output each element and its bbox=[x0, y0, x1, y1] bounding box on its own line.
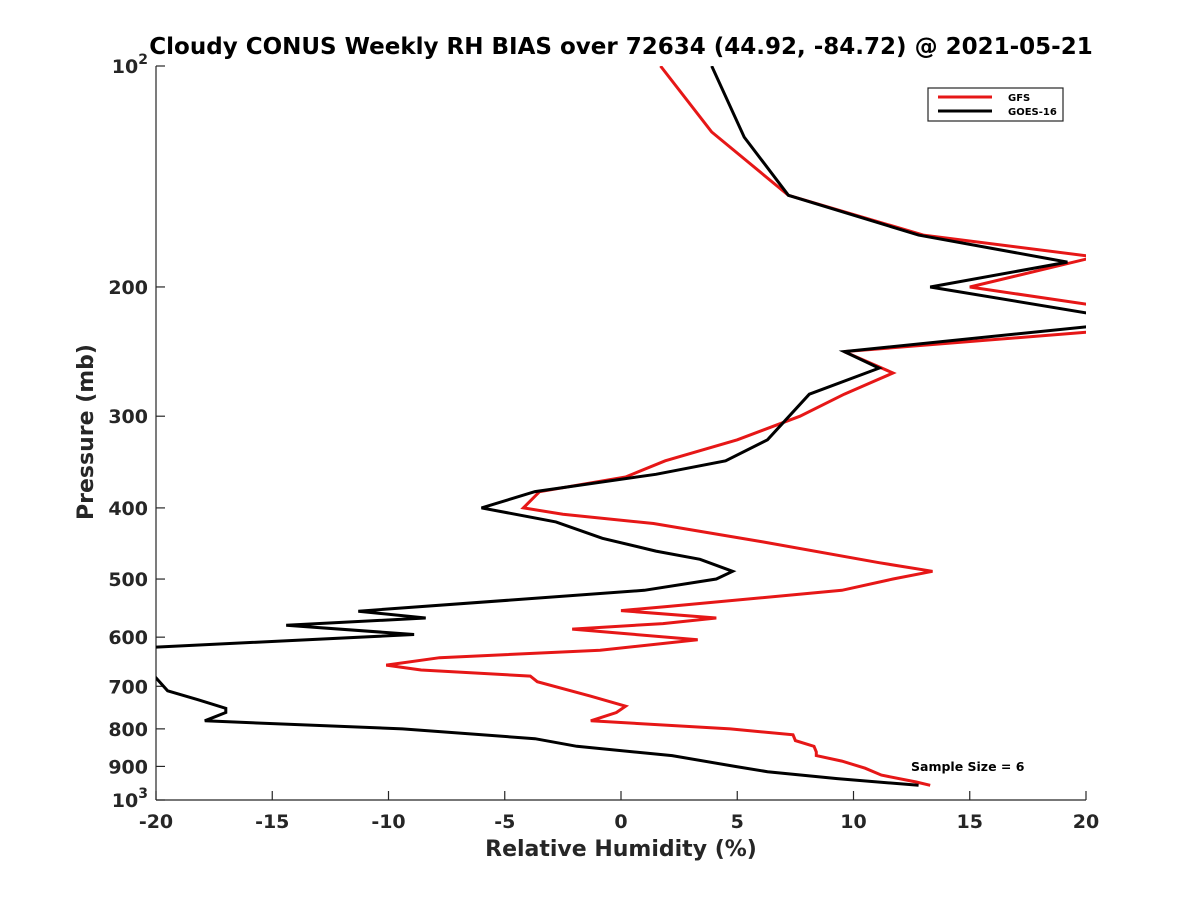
legend-label: GFS bbox=[1008, 93, 1030, 104]
legend: GFS GOES-16 bbox=[927, 87, 1064, 122]
y-axis-label: Pressure (mb) bbox=[74, 344, 99, 520]
y-tick-base: 10 bbox=[112, 790, 138, 812]
y-tick-label: 103 bbox=[112, 786, 148, 812]
x-tick-label: -5 bbox=[494, 811, 515, 833]
y-tick-exponent: 3 bbox=[138, 786, 148, 802]
series-layer bbox=[156, 66, 1086, 787]
x-tick-label: -20 bbox=[139, 811, 173, 833]
x-tick-label: 0 bbox=[614, 811, 627, 833]
y-tick-label: 600 bbox=[108, 627, 148, 649]
y-tick-label: 700 bbox=[108, 676, 148, 698]
x-tick-label: 15 bbox=[957, 811, 983, 833]
y-tick-label: 400 bbox=[108, 498, 148, 520]
legend-label: GOES-16 bbox=[1008, 107, 1057, 118]
x-tick-label: -15 bbox=[255, 811, 289, 833]
x-axis-ticks: -20 -15 -10 -5 0 5 10 15 20 bbox=[139, 791, 1099, 833]
y-tick-base: 10 bbox=[112, 56, 138, 78]
x-tick-label: -10 bbox=[371, 811, 405, 833]
y-tick-label: 900 bbox=[108, 756, 148, 778]
x-tick-label: 5 bbox=[731, 811, 744, 833]
y-tick-label: 800 bbox=[108, 719, 148, 741]
series-line-goes-16 bbox=[156, 66, 1086, 787]
y-tick-exponent: 2 bbox=[138, 52, 148, 68]
y-tick-label: 200 bbox=[108, 277, 148, 299]
series-line-gfs bbox=[385, 66, 1086, 787]
y-tick-label: 500 bbox=[108, 569, 148, 591]
x-tick-label: 20 bbox=[1073, 811, 1099, 833]
y-tick-label: 300 bbox=[108, 406, 148, 428]
chart-title: Cloudy CONUS Weekly RH BIAS over 72634 (… bbox=[149, 34, 1092, 60]
legend-box bbox=[927, 87, 1064, 122]
x-tick-label: 10 bbox=[840, 811, 866, 833]
plot-area bbox=[155, 66, 1086, 801]
y-tick-label: 102 bbox=[112, 52, 148, 78]
x-axis-label: Relative Humidity (%) bbox=[485, 837, 757, 862]
sample-size-annotation: Sample Size = 6 bbox=[911, 759, 1025, 774]
